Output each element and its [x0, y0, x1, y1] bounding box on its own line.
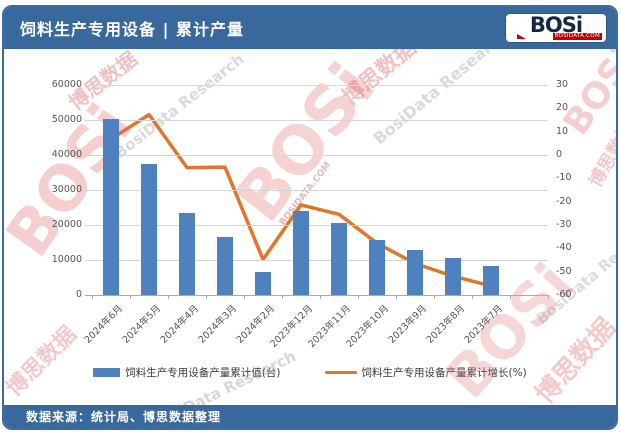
y-axis-label-right: 10	[556, 126, 569, 137]
bar	[293, 211, 309, 295]
footer-bar: 数据来源：统计局、博思数据整理	[4, 405, 616, 428]
x-axis-tick	[548, 295, 549, 299]
gridline	[85, 155, 548, 156]
logo-domain: BOSIDATA.COM	[552, 33, 602, 40]
growth-line	[109, 112, 493, 288]
growth-line-chart	[109, 112, 493, 288]
x-axis-tick	[168, 295, 169, 299]
gridline	[85, 85, 548, 86]
x-axis-tick	[510, 295, 511, 299]
y-axis-label-left: 50000	[51, 114, 82, 125]
y-axis-label-left: 60000	[51, 79, 82, 90]
bar	[255, 272, 271, 295]
y-axis-label-left: 0	[75, 289, 82, 300]
y-axis-label-left: 20000	[51, 219, 82, 230]
x-axis-tick	[434, 295, 435, 299]
header-bar: 饲料生产专用设备 | 累计产量 BOSi BOSIDATA.COM	[4, 7, 616, 49]
bar	[103, 119, 119, 295]
y-axis-label-right: -40	[556, 242, 572, 253]
chart-area: 饲料生产专用设备产量累计值(台) 饲料生产专用设备产量累计增长(%) BOSi 博…	[4, 49, 616, 410]
x-axis-tick	[92, 295, 93, 299]
gridline	[85, 190, 548, 191]
bar	[331, 223, 347, 295]
x-axis-tick	[396, 295, 397, 299]
bar	[483, 266, 499, 295]
legend: 饲料生产专用设备产量累计值(台) 饲料生产专用设备产量累计增长(%)	[4, 365, 616, 380]
data-source: 数据来源：统计局、博思数据整理	[26, 410, 222, 424]
x-axis-tick	[320, 295, 321, 299]
legend-label-bar: 饲料生产专用设备产量累计值(台)	[125, 367, 281, 379]
gridline	[85, 260, 548, 261]
bar	[445, 258, 461, 295]
bar	[141, 164, 157, 295]
gridline	[85, 120, 548, 121]
page-title: 饲料生产专用设备 | 累计产量	[20, 20, 244, 39]
logo-triangle-icon	[517, 34, 526, 39]
x-axis-tick	[244, 295, 245, 299]
y-axis-label-left: 10000	[51, 254, 82, 265]
x-axis-tick	[130, 295, 131, 299]
bar-swatch-icon	[93, 368, 121, 377]
y-axis-label-left: 40000	[51, 149, 82, 160]
y-axis-label-right: -30	[556, 219, 572, 230]
bosi-logo: BOSi BOSIDATA.COM	[505, 13, 607, 43]
y-axis-label-right: -50	[556, 266, 572, 277]
legend-label-line: 饲料生产专用设备产量累计增长(%)	[361, 367, 527, 379]
legend-item-line: 饲料生产专用设备产量累计增长(%)	[324, 365, 527, 380]
bar	[407, 250, 423, 295]
y-axis-label-right: 20	[556, 102, 569, 113]
x-axis-tick	[472, 295, 473, 299]
x-axis-line	[85, 295, 548, 296]
x-axis-tick	[206, 295, 207, 299]
x-axis-tick	[282, 295, 283, 299]
bar	[179, 213, 195, 295]
y-axis-label-left: 30000	[51, 184, 82, 195]
report-frame: 饲料生产专用设备 | 累计产量 BOSi BOSIDATA.COM 饲料生产专用…	[2, 5, 618, 430]
legend-item-bar: 饲料生产专用设备产量累计值(台)	[93, 365, 281, 380]
x-axis-tick	[358, 295, 359, 299]
y-axis-label-right: 30	[556, 79, 569, 90]
gridline	[85, 225, 548, 226]
y-axis-label-right: -20	[556, 196, 572, 207]
line-swatch-icon	[324, 371, 357, 374]
y-axis-label-right: -60	[556, 289, 572, 300]
bar	[217, 237, 233, 295]
bar	[369, 240, 385, 295]
y-axis-label-right: 0	[556, 149, 563, 160]
y-axis-label-right: -10	[556, 172, 572, 183]
